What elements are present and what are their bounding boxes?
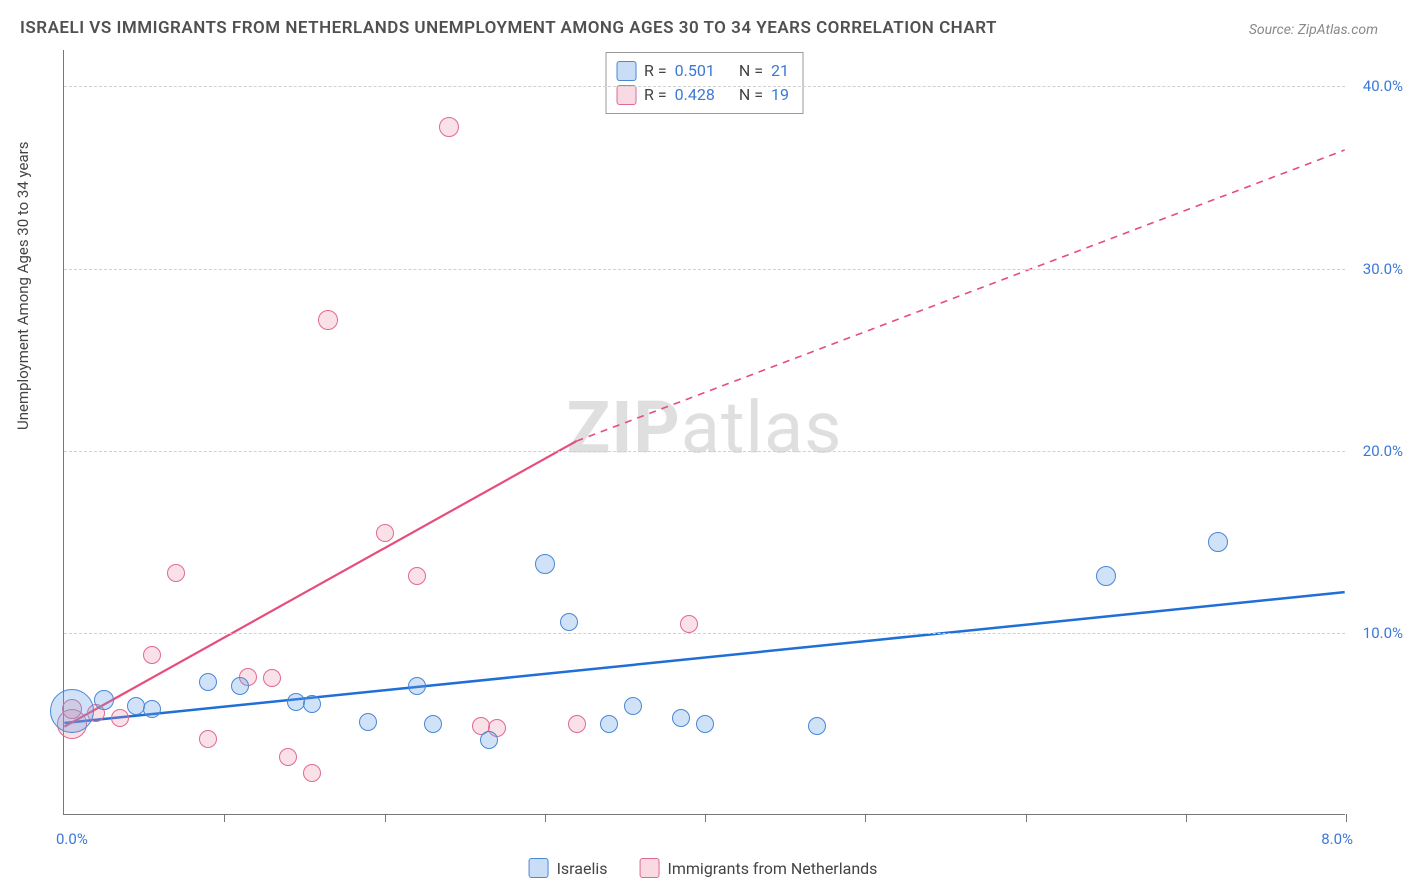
legend-row: R = 0.501 N = 21 <box>616 59 789 83</box>
data-point <box>231 677 249 695</box>
y-tick-label: 30.0% <box>1363 260 1403 278</box>
data-point <box>480 731 498 749</box>
correlation-legend: R = 0.501 N = 21 R = 0.428 N = 19 <box>605 52 804 114</box>
x-tick <box>1026 814 1027 822</box>
watermark: ZIPatlas <box>567 385 843 470</box>
data-point <box>94 690 114 710</box>
data-point <box>167 564 185 582</box>
y-tick-label: 40.0% <box>1363 77 1403 95</box>
trend-line <box>64 441 576 727</box>
data-point <box>318 310 338 330</box>
swatch-blue-icon <box>616 61 636 81</box>
x-tick <box>385 814 386 822</box>
legend-item: Immigrants from Netherlands <box>640 858 878 878</box>
plot-area: ZIPatlas R = 0.501 N = 21 R = 0.428 N = … <box>63 50 1345 815</box>
gridline <box>64 269 1345 270</box>
data-point <box>680 615 698 633</box>
data-point <box>199 730 217 748</box>
legend-label: Immigrants from Netherlands <box>668 859 878 878</box>
data-point <box>624 697 642 715</box>
swatch-pink-icon <box>640 858 660 878</box>
data-point <box>696 715 714 733</box>
data-point <box>279 748 297 766</box>
legend-item: Israelis <box>529 858 608 878</box>
x-axis-min-label: 0.0% <box>56 830 88 848</box>
x-tick <box>1186 814 1187 822</box>
data-point <box>408 567 426 585</box>
data-point <box>199 673 217 691</box>
data-point <box>263 669 281 687</box>
data-point <box>560 613 578 631</box>
trend-line <box>576 150 1344 441</box>
gridline <box>64 86 1345 87</box>
chart-title: ISRAELI VS IMMIGRANTS FROM NETHERLANDS U… <box>20 18 997 38</box>
series-legend: Israelis Immigrants from Netherlands <box>529 858 878 878</box>
data-point <box>376 524 394 542</box>
x-tick <box>545 814 546 822</box>
data-point <box>568 715 586 733</box>
x-axis-max-label: 8.0% <box>1321 830 1353 848</box>
data-point <box>672 709 690 727</box>
gridline <box>64 633 1345 634</box>
chart-container: ISRAELI VS IMMIGRANTS FROM NETHERLANDS U… <box>0 0 1406 892</box>
gridline <box>64 451 1345 452</box>
data-point <box>439 117 459 137</box>
data-point <box>600 715 618 733</box>
trend-lines-svg <box>64 50 1345 814</box>
data-point <box>808 717 826 735</box>
legend-label: Israelis <box>557 859 608 878</box>
data-point <box>1096 566 1116 586</box>
y-tick-label: 20.0% <box>1363 442 1403 460</box>
data-point <box>143 700 161 718</box>
x-tick <box>1346 814 1347 822</box>
data-point <box>1208 532 1228 552</box>
y-axis-label: Unemployment Among Ages 30 to 34 years <box>14 142 32 430</box>
data-point <box>143 646 161 664</box>
data-point <box>50 689 94 733</box>
source-attribution: Source: ZipAtlas.com <box>1249 22 1378 38</box>
swatch-blue-icon <box>529 858 549 878</box>
y-tick-label: 10.0% <box>1363 624 1403 642</box>
swatch-pink-icon <box>616 85 636 105</box>
x-tick <box>705 814 706 822</box>
trend-line <box>64 592 1344 723</box>
data-point <box>535 554 555 574</box>
data-point <box>111 709 129 727</box>
data-point <box>408 677 426 695</box>
data-point <box>127 697 145 715</box>
data-point <box>303 764 321 782</box>
data-point <box>424 715 442 733</box>
data-point <box>303 695 321 713</box>
x-tick <box>865 814 866 822</box>
x-tick <box>224 814 225 822</box>
data-point <box>359 713 377 731</box>
